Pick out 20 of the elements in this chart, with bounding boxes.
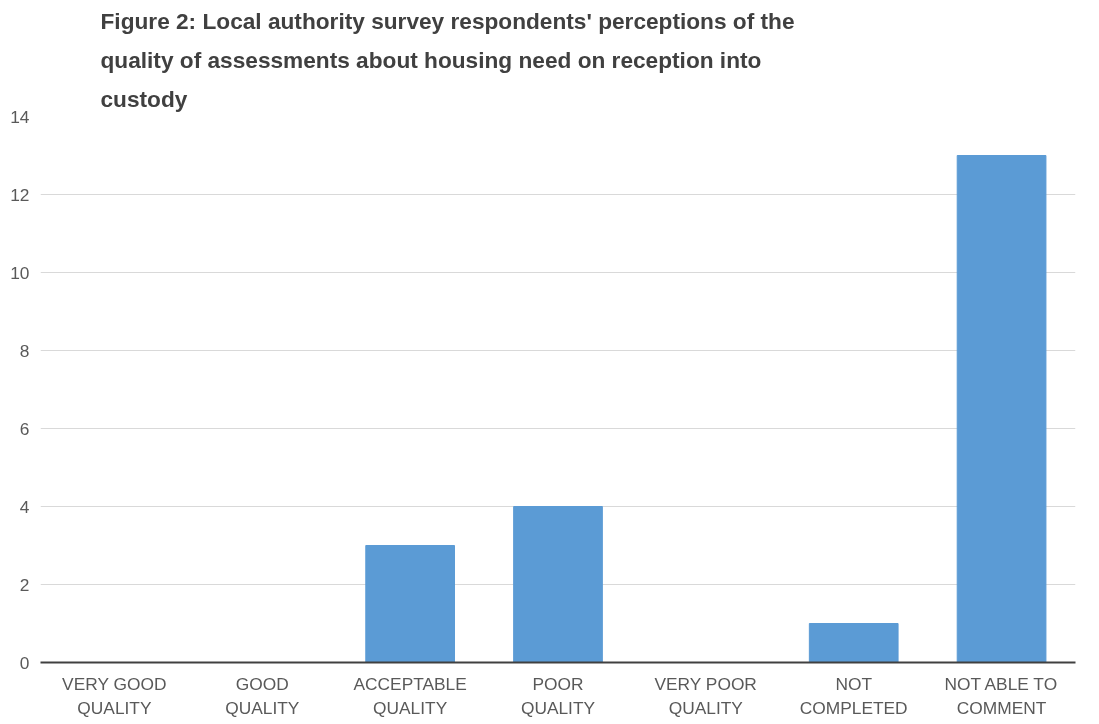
x-tick-label: POOR QUALITY bbox=[520, 673, 596, 718]
y-tick-label: 10 bbox=[10, 262, 30, 283]
y-tick-label: 0 bbox=[19, 652, 30, 673]
bar bbox=[513, 506, 603, 663]
x-tick-label: VERY GOOD QUALITY bbox=[62, 673, 167, 718]
x-tick-label: NOT COMPLETED bbox=[799, 673, 908, 718]
x-tick-label: GOOD QUALITY bbox=[225, 673, 300, 718]
y-tick-label: 4 bbox=[19, 496, 30, 517]
bar bbox=[808, 623, 899, 663]
x-tick-label: VERY POOR QUALITY bbox=[654, 673, 757, 718]
y-tick-label: 14 bbox=[10, 106, 30, 127]
y-tick-label: 12 bbox=[10, 184, 30, 205]
x-tick-label: NOT ABLE TO COMMENT bbox=[944, 673, 1058, 718]
y-tick-label: 2 bbox=[19, 574, 30, 595]
y-tick-label: 6 bbox=[19, 418, 30, 439]
bar bbox=[365, 545, 455, 663]
bar bbox=[956, 155, 1047, 663]
x-tick-label: ACCEPTABLE QUALITY bbox=[353, 673, 467, 718]
y-tick-label: 8 bbox=[19, 340, 30, 361]
chart-title: Figure 2: Local authority survey respondents' perceptions of the quality of assessments about housing need on reception into custody bbox=[100, 7, 795, 112]
